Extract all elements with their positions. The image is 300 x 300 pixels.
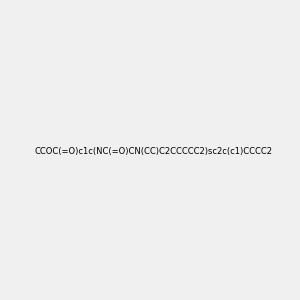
Text: CCOC(=O)c1c(NC(=O)CN(CC)C2CCCCC2)sc2c(c1)CCCC2: CCOC(=O)c1c(NC(=O)CN(CC)C2CCCCC2)sc2c(c1…: [35, 147, 273, 156]
